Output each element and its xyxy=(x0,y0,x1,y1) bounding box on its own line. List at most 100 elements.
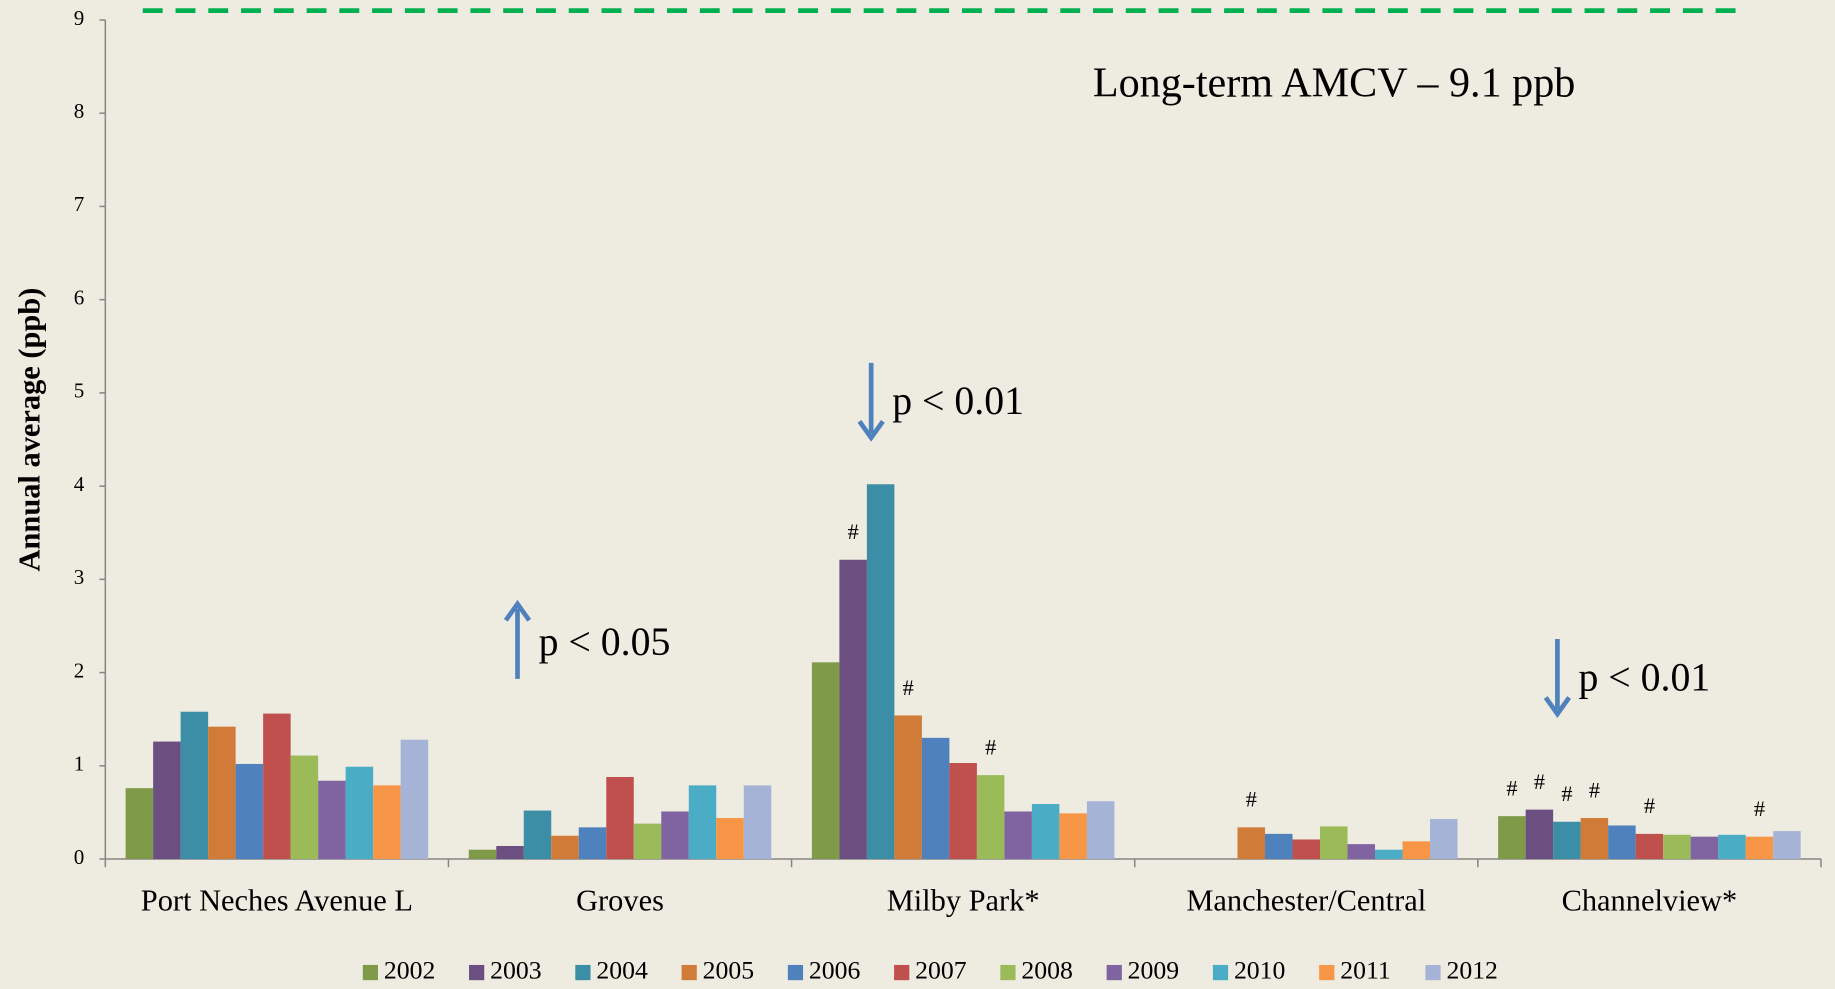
bar xyxy=(1498,816,1526,860)
bar xyxy=(633,823,662,860)
bar xyxy=(1773,831,1801,860)
legend-label: 2002 xyxy=(384,955,435,984)
bar xyxy=(1663,834,1691,860)
x-tick-label: Milby Park* xyxy=(887,883,1040,917)
legend-label: 2003 xyxy=(490,955,541,984)
bar xyxy=(1718,834,1746,860)
bar xyxy=(180,711,209,860)
bar xyxy=(811,662,840,860)
legend-swatch xyxy=(1319,964,1335,981)
bar xyxy=(976,775,1005,860)
x-tick-label: Channelview* xyxy=(1562,883,1738,917)
bar xyxy=(1635,833,1664,860)
legend-label: 2006 xyxy=(809,955,861,984)
y-axis-label: Annual average (ppb) xyxy=(13,288,47,572)
y-tick-label: 6 xyxy=(74,285,85,309)
bar xyxy=(716,818,744,860)
bar xyxy=(578,827,607,860)
bar xyxy=(1525,809,1554,860)
trend-label: p < 0.01 xyxy=(1578,655,1710,699)
trend-arrow-head xyxy=(1543,696,1572,718)
bar xyxy=(839,559,867,860)
bar xyxy=(894,715,922,860)
bar xyxy=(921,737,950,860)
bar xyxy=(468,849,497,860)
legend-label: 2012 xyxy=(1446,955,1497,984)
y-tick-label: 2 xyxy=(74,658,85,682)
bar xyxy=(1690,836,1719,860)
legend-label: 2005 xyxy=(703,955,754,984)
bar xyxy=(373,785,401,860)
legend-label: 2004 xyxy=(596,955,648,984)
bar xyxy=(290,755,319,860)
bar xyxy=(1059,813,1087,860)
legend-swatch xyxy=(787,964,804,981)
y-tick-label: 1 xyxy=(74,752,85,776)
hash-mark: # xyxy=(1754,796,1765,821)
bar xyxy=(1031,804,1060,860)
legend-swatch xyxy=(1212,964,1229,981)
reference-label: Long-term AMCV – 9.1 ppb xyxy=(1093,59,1575,106)
y-tick-label: 7 xyxy=(74,192,85,216)
bar xyxy=(1745,836,1774,860)
hash-mark: # xyxy=(1561,781,1572,806)
bar xyxy=(1086,801,1115,860)
bar xyxy=(1430,818,1458,860)
legend-label: 2011 xyxy=(1340,955,1391,984)
bar xyxy=(1608,825,1636,860)
legend-label: 2009 xyxy=(1128,955,1179,984)
bar xyxy=(743,785,772,860)
legend-swatch xyxy=(469,964,485,981)
bar xyxy=(1292,839,1321,860)
bar xyxy=(606,776,634,860)
x-tick-label: Port Neches Avenue L xyxy=(141,883,413,917)
legend-swatch xyxy=(362,964,379,981)
bar xyxy=(400,739,429,860)
legend-label: 2010 xyxy=(1234,955,1285,984)
legend-swatch xyxy=(1106,964,1122,981)
bar xyxy=(125,788,154,860)
bar xyxy=(1347,844,1376,860)
legend-label: 2008 xyxy=(1021,955,1072,984)
bar xyxy=(1237,827,1266,860)
bar xyxy=(208,726,236,860)
x-tick-label: Manchester/Central xyxy=(1186,883,1426,917)
bar xyxy=(523,810,552,860)
bar xyxy=(263,713,291,860)
hash-mark: # xyxy=(903,675,914,700)
y-tick-label: 8 xyxy=(74,99,85,123)
legend-swatch xyxy=(1000,964,1016,981)
bar xyxy=(235,763,264,860)
bar xyxy=(1375,849,1403,860)
legend-swatch xyxy=(681,964,697,981)
bar xyxy=(1553,821,1581,860)
bar xyxy=(1402,841,1431,860)
y-tick-label: 3 xyxy=(74,565,85,589)
bar xyxy=(1580,818,1609,860)
bar xyxy=(688,785,717,860)
y-tick-label: 4 xyxy=(74,472,85,496)
legend-swatch xyxy=(1425,964,1441,981)
trend-label: p < 0.05 xyxy=(539,620,671,664)
bar xyxy=(345,766,374,860)
legend-swatch xyxy=(894,964,910,981)
bar xyxy=(551,835,579,860)
bar xyxy=(496,845,524,860)
y-tick-label: 9 xyxy=(74,6,85,30)
x-tick-label: Groves xyxy=(576,883,664,917)
hash-mark: # xyxy=(1506,776,1517,801)
hash-mark: # xyxy=(1644,793,1655,818)
bar xyxy=(1004,811,1032,860)
bar xyxy=(153,741,181,860)
hash-mark: # xyxy=(985,734,996,759)
hash-mark: # xyxy=(1534,769,1545,794)
hash-mark: # xyxy=(1589,777,1600,802)
bar xyxy=(1320,826,1348,860)
legend-swatch xyxy=(575,964,591,981)
bar xyxy=(1265,833,1293,860)
bar xyxy=(318,780,346,860)
bar xyxy=(661,811,689,860)
y-tick-label: 5 xyxy=(74,379,85,403)
